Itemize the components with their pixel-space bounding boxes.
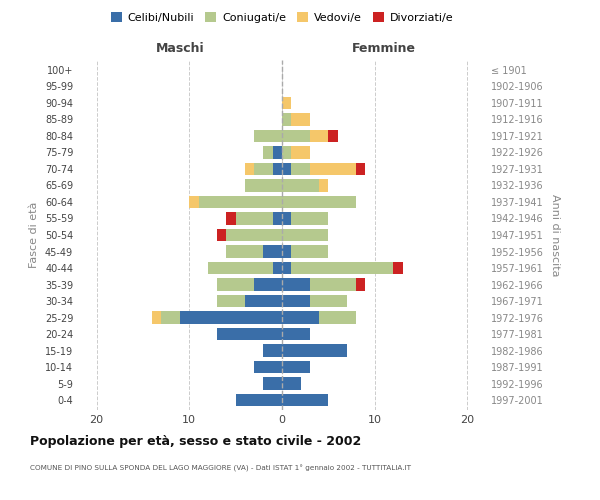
Bar xyxy=(282,246,291,258)
Bar xyxy=(273,262,282,274)
Bar xyxy=(282,328,310,340)
Bar xyxy=(263,146,273,158)
Bar xyxy=(282,163,291,175)
Bar xyxy=(236,212,273,224)
Y-axis label: Fasce di età: Fasce di età xyxy=(29,202,39,268)
Bar xyxy=(217,229,226,241)
Bar xyxy=(161,312,180,324)
Bar xyxy=(254,361,282,374)
Bar xyxy=(319,180,328,192)
Bar xyxy=(282,130,310,142)
Bar xyxy=(263,344,282,357)
Bar xyxy=(291,212,328,224)
Bar xyxy=(152,312,161,324)
Bar xyxy=(217,328,282,340)
Bar xyxy=(226,246,263,258)
Bar xyxy=(282,146,291,158)
Text: Maschi: Maschi xyxy=(155,42,205,55)
Bar xyxy=(282,262,291,274)
Bar xyxy=(226,212,236,224)
Bar xyxy=(273,146,282,158)
Bar xyxy=(254,130,282,142)
Text: Femmine: Femmine xyxy=(352,42,416,55)
Bar xyxy=(356,278,365,290)
Bar xyxy=(254,163,273,175)
Bar xyxy=(282,229,328,241)
Bar xyxy=(189,196,199,208)
Bar xyxy=(282,394,328,406)
Bar xyxy=(291,146,310,158)
Bar xyxy=(226,229,282,241)
Bar xyxy=(208,262,273,274)
Bar xyxy=(282,378,301,390)
Bar xyxy=(310,278,356,290)
Bar xyxy=(245,180,282,192)
Bar xyxy=(282,295,310,307)
Bar xyxy=(291,246,328,258)
Bar xyxy=(282,180,319,192)
Bar xyxy=(245,295,282,307)
Bar xyxy=(199,196,282,208)
Bar xyxy=(282,96,291,109)
Bar xyxy=(273,212,282,224)
Bar xyxy=(217,278,254,290)
Bar xyxy=(291,262,393,274)
Bar xyxy=(282,278,310,290)
Bar xyxy=(328,130,338,142)
Bar xyxy=(291,113,310,126)
Bar xyxy=(310,130,328,142)
Bar xyxy=(282,344,347,357)
Bar xyxy=(263,378,282,390)
Bar xyxy=(254,278,282,290)
Bar xyxy=(282,312,319,324)
Bar xyxy=(310,163,356,175)
Bar xyxy=(245,163,254,175)
Text: COMUNE DI PINO SULLA SPONDA DEL LAGO MAGGIORE (VA) - Dati ISTAT 1° gennaio 2002 : COMUNE DI PINO SULLA SPONDA DEL LAGO MAG… xyxy=(30,465,411,472)
Bar xyxy=(393,262,403,274)
Legend: Celibi/Nubili, Coniugati/e, Vedovi/e, Divorziati/e: Celibi/Nubili, Coniugati/e, Vedovi/e, Di… xyxy=(106,8,458,28)
Bar xyxy=(236,394,282,406)
Text: Popolazione per età, sesso e stato civile - 2002: Popolazione per età, sesso e stato civil… xyxy=(30,435,361,448)
Bar xyxy=(291,163,310,175)
Bar xyxy=(282,196,356,208)
Bar xyxy=(282,113,291,126)
Bar xyxy=(217,295,245,307)
Bar xyxy=(282,361,310,374)
Bar xyxy=(263,246,282,258)
Bar xyxy=(356,163,365,175)
Bar xyxy=(310,295,347,307)
Bar xyxy=(273,163,282,175)
Y-axis label: Anni di nascita: Anni di nascita xyxy=(550,194,560,276)
Bar xyxy=(180,312,282,324)
Bar xyxy=(282,212,291,224)
Bar xyxy=(319,312,356,324)
